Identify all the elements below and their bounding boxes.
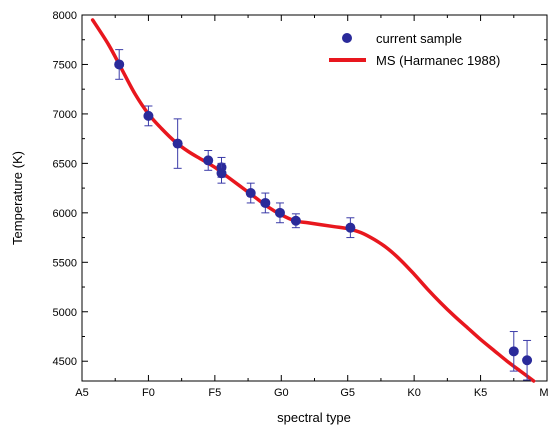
data-point-5 — [216, 162, 227, 184]
data-point-3 — [203, 150, 214, 171]
y-axis: 4500 5000 5500 6000 6500 7000 7500 8000 — [53, 10, 547, 368]
point-marker — [114, 59, 125, 70]
x-tick-label: G5 — [340, 387, 355, 399]
legend: current sample MS (Harmanec 1988) — [329, 31, 500, 68]
y-axis-title: Temperature (K) — [10, 151, 25, 245]
legend-label-current-sample: current sample — [376, 31, 462, 46]
point-marker — [274, 207, 285, 218]
ms-line-series — [90, 18, 536, 383]
data-point-8 — [274, 202, 285, 224]
y-tick-label: 5500 — [53, 257, 77, 269]
x-axis-title: spectral type — [277, 410, 351, 425]
y-tick-label: 4500 — [53, 356, 77, 368]
point-marker — [290, 215, 301, 226]
x-tick-label: M0 — [539, 387, 548, 399]
y-tick-label: 5000 — [53, 307, 77, 319]
x-tick-label: G0 — [274, 387, 289, 399]
point-marker — [216, 168, 227, 179]
plot-frame — [81, 14, 548, 382]
y-tick-label: 7500 — [53, 59, 77, 71]
y-tick-label: 6000 — [53, 208, 77, 220]
data-point-2 — [172, 118, 183, 169]
data-point-0 — [114, 49, 125, 80]
y-tick-label: 8000 — [53, 10, 77, 22]
data-point-1 — [143, 105, 154, 127]
point-marker — [508, 346, 519, 357]
data-point-6 — [245, 182, 256, 204]
x-tick-label: K0 — [407, 387, 420, 399]
sample-points-series — [114, 49, 533, 381]
x-tick-label: A5 — [75, 387, 88, 399]
point-marker — [345, 222, 356, 233]
data-point-12 — [522, 339, 533, 381]
point-marker — [143, 110, 154, 121]
x-tick-label: F0 — [142, 387, 155, 399]
data-point-7 — [260, 192, 271, 214]
y-tick-label: 6500 — [53, 158, 77, 170]
point-marker — [203, 155, 214, 166]
data-point-10 — [345, 217, 356, 239]
data-point-11 — [508, 331, 519, 372]
point-marker — [260, 197, 271, 208]
point-marker — [245, 188, 256, 199]
legend-marker-current-sample — [342, 33, 352, 43]
x-axis: A5 F0 F5 G0 G5 K0 K5 M0 — [75, 15, 548, 399]
y-tick-label: 7000 — [53, 109, 77, 121]
point-marker — [172, 138, 183, 149]
legend-label-ms-line: MS (Harmanec 1988) — [376, 53, 500, 68]
x-tick-label: K5 — [474, 387, 487, 399]
x-tick-label: F5 — [208, 387, 221, 399]
point-marker — [522, 355, 533, 366]
data-point-9 — [290, 213, 301, 229]
ms-harmanec-line — [90, 18, 536, 383]
